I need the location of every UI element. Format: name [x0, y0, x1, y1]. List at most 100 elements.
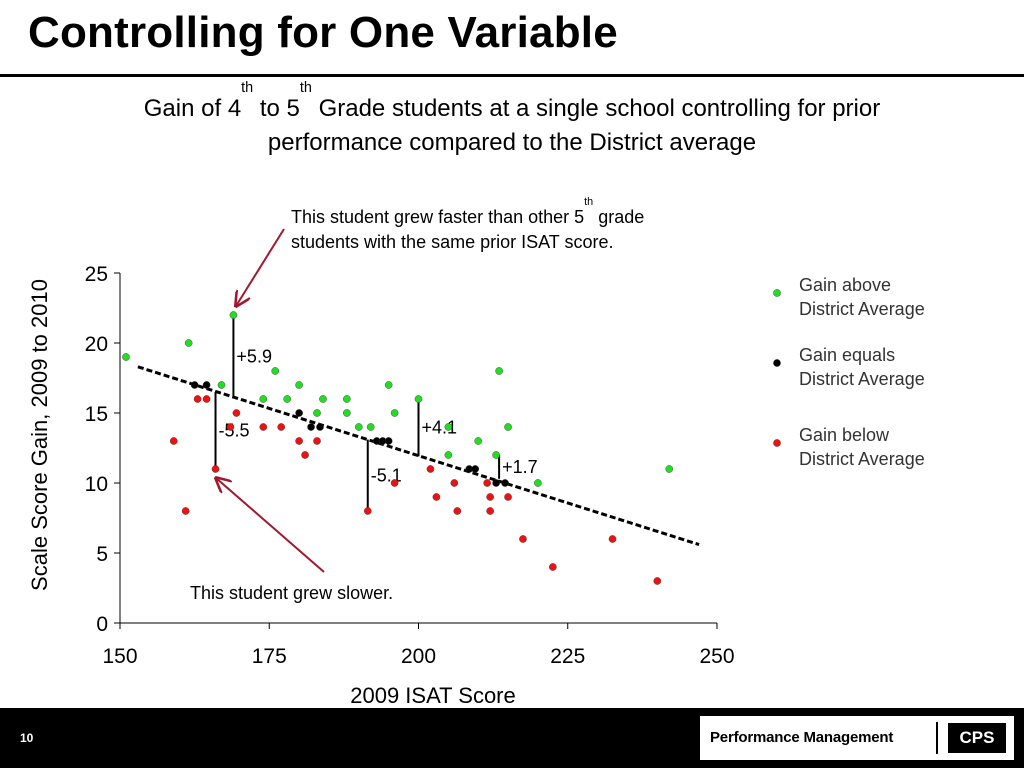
subtitle-line-1: Gain of 4th to 5th Grade students at a s…: [0, 81, 1024, 126]
point-above: [259, 395, 268, 403]
point-below: [181, 507, 190, 515]
point-above: [271, 367, 280, 375]
point-equal: [307, 423, 315, 431]
point-below: [232, 409, 241, 417]
point-below: [653, 577, 662, 585]
point-above: [444, 423, 453, 431]
point-above: [390, 409, 399, 417]
point-above: [474, 437, 483, 445]
y-axis-title: Scale Score Gain, 2009 to 2010: [27, 279, 52, 591]
point-below: [549, 563, 557, 571]
point-above: [492, 451, 500, 459]
point-above: [343, 409, 351, 417]
point-below: [450, 479, 459, 487]
difference-label: +1.7: [502, 457, 538, 477]
point-below: [259, 423, 268, 431]
point-below: [486, 493, 494, 501]
point-above: [414, 395, 423, 403]
point-below: [608, 535, 617, 543]
point-above: [366, 423, 375, 431]
brand-logo-box: Performance Management CPS: [700, 716, 1014, 760]
brand-name: Performance Management: [710, 729, 894, 746]
point-below: [519, 535, 527, 543]
subtitle-line-2: performance compared to the District ave…: [267, 129, 757, 156]
x-tick-label: 225: [550, 645, 585, 668]
x-tick-label: 250: [699, 645, 734, 668]
subtitle-superscript: th: [241, 80, 254, 97]
slide-title: Controlling for One Variable: [28, 8, 618, 57]
point-above: [665, 465, 674, 473]
point-above: [295, 381, 303, 389]
x-tick-label: 175: [252, 645, 287, 668]
title-divider: [0, 74, 1024, 77]
point-above: [495, 367, 503, 375]
point-below: [432, 493, 441, 501]
slide-number: 10: [20, 731, 34, 745]
point-below: [226, 423, 235, 431]
point-equal: [501, 479, 509, 487]
point-above: [217, 381, 226, 389]
point-above: [343, 395, 351, 403]
point-below: [390, 479, 399, 487]
point-below: [426, 465, 435, 473]
trend-line: [137, 365, 700, 547]
point-below: [193, 395, 202, 403]
point-equal: [202, 381, 211, 389]
callout-line-2: students with the same prior ISAT score.: [291, 232, 614, 252]
cps-logo: CPS: [948, 723, 1006, 753]
difference-label: -5.5: [219, 421, 250, 441]
callout-slower-student: This student grew slower.: [190, 583, 394, 603]
point-below: [313, 437, 321, 445]
y-tick-label: 0: [96, 613, 108, 636]
y-tick-label: 25: [85, 263, 108, 286]
point-above: [444, 451, 453, 459]
y-tick-label: 15: [85, 403, 108, 426]
point-below: [169, 437, 178, 445]
point-below: [363, 507, 372, 515]
point-equal: [316, 423, 324, 431]
callout-text: grade: [593, 207, 645, 227]
point-below: [504, 493, 512, 501]
y-tick-label: 20: [85, 333, 108, 356]
point-below: [453, 507, 462, 515]
difference-label: +5.9: [236, 346, 272, 366]
point-below: [483, 479, 491, 487]
point-below: [211, 465, 220, 473]
legend-label: Gain below: [799, 425, 890, 445]
point-above: [354, 423, 363, 431]
legend-marker-below: [773, 439, 781, 447]
legend-label: District Average: [799, 369, 925, 389]
point-equal: [190, 381, 199, 389]
point-below: [295, 437, 303, 445]
callout-superscript: th: [584, 196, 594, 209]
subtitle-superscript: th: [299, 80, 312, 97]
point-above: [313, 409, 321, 417]
legend-label: District Average: [799, 449, 925, 469]
point-below: [486, 507, 494, 515]
chart-subtitle: Gain of 4th to 5th Grade students at a s…: [0, 81, 1024, 160]
point-above: [504, 423, 512, 431]
subtitle-text: Gain of 4: [143, 95, 242, 122]
legend-label: District Average: [799, 299, 925, 319]
x-tick-label: 200: [401, 645, 436, 668]
legend-label: Gain equals: [799, 345, 895, 365]
y-tick-label: 10: [85, 473, 108, 496]
subtitle-text: Grade students at a single school contro…: [311, 95, 881, 122]
callout-faster-student: This student grew faster than other 5th …: [291, 197, 645, 255]
point-equal: [492, 479, 500, 487]
callout-line-1: This student grew faster than other 5th …: [291, 197, 645, 230]
subtitle-text: to 5: [253, 95, 300, 122]
x-tick-label: 150: [102, 645, 137, 668]
legend-marker-above: [773, 289, 781, 297]
legend-label: Gain above: [799, 275, 891, 295]
point-below: [301, 451, 309, 459]
point-above: [283, 395, 291, 403]
brand-divider: [936, 722, 938, 754]
point-above: [184, 339, 193, 347]
scatter-chart: 0 5 10 15 20 25 150 175 200 225 250 2009 ISAT Score…: [27, 228, 925, 708]
point-equal: [471, 465, 480, 473]
difference-label: +4.1: [422, 418, 458, 438]
point-above: [122, 353, 130, 361]
x-axis-title: 2009 ISAT Score: [350, 683, 516, 708]
callout-arrow-up: [236, 228, 285, 306]
